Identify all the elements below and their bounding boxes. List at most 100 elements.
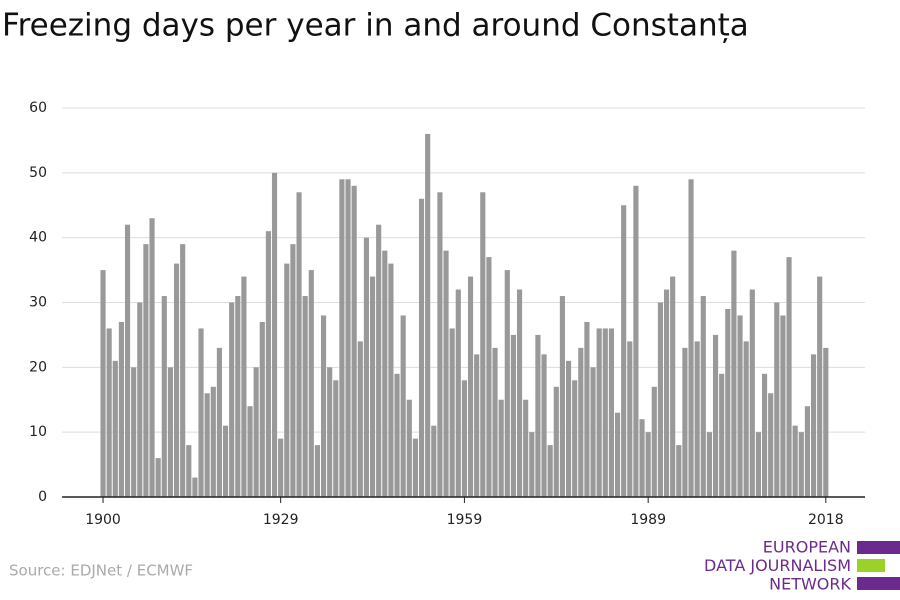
bar — [596, 328, 602, 497]
bar — [559, 296, 565, 497]
bar — [155, 458, 161, 497]
bar — [449, 328, 455, 497]
bar — [278, 438, 284, 497]
bar — [688, 179, 694, 498]
bar — [657, 302, 663, 497]
bar — [798, 432, 804, 497]
bar — [523, 399, 529, 497]
bar — [553, 386, 559, 497]
bar — [124, 224, 131, 497]
bar — [173, 263, 180, 497]
bar — [639, 419, 645, 497]
bar — [706, 432, 712, 497]
y-tick-label: 40 — [29, 230, 47, 246]
bar — [241, 276, 247, 497]
bar — [621, 205, 627, 497]
logo-text: DATA JOURNALISM — [704, 556, 851, 575]
bar — [259, 321, 265, 497]
bar — [725, 308, 731, 497]
bar — [198, 328, 204, 497]
bar — [486, 257, 492, 497]
bar — [467, 276, 474, 497]
bar — [700, 296, 706, 497]
logo-bar — [857, 577, 900, 590]
bar — [351, 185, 357, 498]
bar — [394, 373, 400, 497]
bar — [786, 257, 792, 497]
bar — [314, 445, 320, 497]
bar — [320, 315, 327, 497]
bar — [247, 406, 253, 497]
bar — [186, 445, 192, 497]
bar — [694, 341, 700, 497]
bar — [302, 296, 308, 497]
source: Source: EDJNet / ECMWF — [9, 562, 193, 580]
bar — [339, 179, 345, 498]
bar — [333, 380, 339, 497]
bar — [345, 179, 351, 498]
bar — [768, 393, 774, 497]
bar — [510, 334, 516, 497]
bar — [817, 276, 823, 497]
bar — [425, 133, 431, 497]
bar — [369, 276, 376, 497]
bar — [253, 367, 259, 497]
bar — [363, 237, 369, 497]
bar — [731, 250, 737, 497]
bar — [645, 432, 651, 497]
bar — [106, 328, 112, 497]
bar — [376, 224, 382, 497]
bar — [719, 373, 725, 497]
bar — [400, 315, 406, 497]
bar — [118, 321, 124, 497]
bar — [271, 172, 278, 498]
bar — [541, 354, 547, 497]
bar — [161, 296, 167, 497]
bar — [308, 270, 314, 497]
bar — [480, 192, 486, 498]
bar — [382, 250, 388, 497]
bar — [810, 354, 817, 497]
y-tick-label: 10 — [29, 424, 47, 440]
bar — [406, 399, 412, 497]
bar — [627, 341, 633, 497]
bar — [578, 347, 584, 497]
x-tick-label: 1929 — [263, 512, 299, 528]
bar — [222, 425, 229, 497]
bar — [498, 399, 504, 497]
bar — [663, 289, 670, 497]
y-tick-label: 60 — [29, 100, 47, 116]
bar — [584, 321, 590, 497]
bar — [712, 334, 719, 497]
bar — [204, 393, 210, 497]
bar — [676, 445, 682, 497]
y-tick-label: 0 — [38, 489, 47, 505]
bar — [455, 289, 461, 497]
bar — [682, 347, 688, 497]
bar — [608, 328, 614, 497]
bar — [755, 432, 761, 497]
bar — [516, 289, 523, 497]
bar — [296, 192, 302, 498]
y-tick-label: 50 — [29, 165, 47, 181]
bar — [614, 412, 621, 497]
bar — [412, 438, 418, 497]
bar — [327, 367, 333, 497]
bar — [749, 289, 755, 497]
bar — [180, 244, 186, 497]
bar — [780, 315, 786, 497]
bar — [633, 185, 639, 498]
bar — [143, 244, 149, 497]
bar — [235, 296, 241, 497]
bar — [792, 425, 798, 497]
chart-title: Freezing days per year in and around Con… — [2, 8, 749, 44]
bar — [443, 250, 449, 497]
bar — [565, 360, 572, 497]
bar — [418, 198, 425, 497]
bar — [529, 432, 535, 497]
logo-bar — [857, 559, 885, 572]
bar — [492, 347, 498, 497]
bar — [388, 263, 394, 497]
bar — [290, 244, 296, 497]
